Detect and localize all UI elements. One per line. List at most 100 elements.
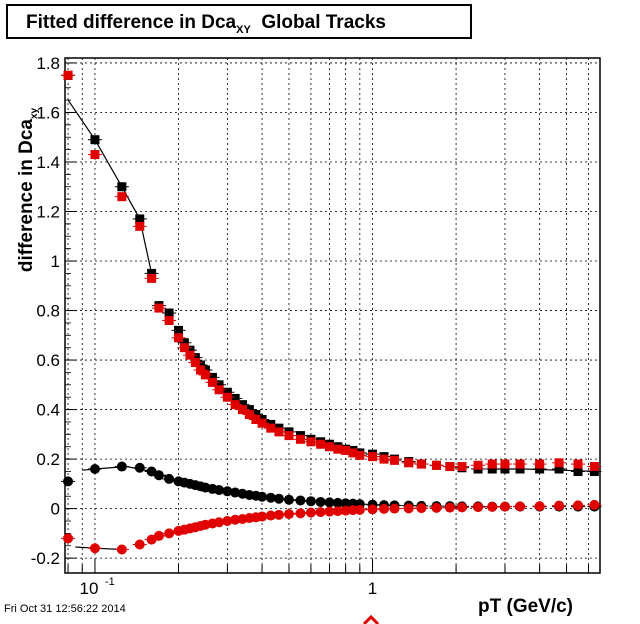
footer-date: Fri Oct 31 12:56:22 2014 [4,603,126,615]
data-point [284,431,294,441]
y-tick-label: 0 [51,500,60,519]
data-point [244,410,254,420]
data-point [116,461,127,472]
data-point [257,418,267,428]
data-point [135,214,145,224]
data-point [179,338,189,348]
data-point [306,437,316,447]
data-point [487,459,497,469]
data-point [316,439,326,449]
y-axis-label-subscript: xy [28,107,40,120]
data-point [324,497,335,508]
data-point [389,455,399,465]
data-point [174,325,184,335]
data-point [456,502,467,513]
data-point [257,511,268,522]
data-point [134,462,145,473]
data-point [214,485,225,496]
data-point [431,460,441,470]
data-point [222,392,232,402]
data-point [305,496,316,507]
data-point [355,450,365,460]
x-axis-label: pT (GeV/c) [478,596,574,617]
data-point [89,464,100,475]
data-point [554,458,564,468]
y-tick-label: 0.6 [36,351,60,370]
data-point [340,498,351,509]
data-point [534,501,545,512]
data-point [500,459,510,469]
data-point [117,182,127,192]
data-point [230,400,240,410]
y-tick-label: 1.4 [36,153,60,172]
data-point [354,504,365,515]
data-point [589,466,599,476]
x-tick-label: 1 [368,579,377,598]
data-point [368,452,378,462]
data-point [174,333,184,343]
data-point [315,507,326,518]
data-point [257,491,268,502]
data-point [190,353,200,363]
data-point [230,514,241,525]
data-point [404,458,414,468]
data-point [295,495,306,506]
data-point [379,454,389,464]
data-point [515,464,525,474]
series-1 [61,70,602,472]
data-point [222,516,233,527]
data-point [348,448,358,458]
data-point [164,528,175,539]
data-point [207,377,217,387]
data-point [573,500,584,511]
data-point [416,503,427,514]
data-point [444,502,455,513]
data-point [179,343,189,353]
data-point [237,405,247,415]
data-point [305,507,316,518]
data-point [457,462,467,472]
data-point [164,473,175,484]
data-point [135,221,145,231]
data-point [147,268,157,278]
data-point [273,493,284,504]
data-point [295,508,306,519]
data-point [554,464,564,474]
data-point [134,539,145,550]
data-point [63,70,73,80]
data-point [325,442,335,452]
data-point [324,506,335,517]
data-point [315,496,326,507]
y-tick-label: 1 [51,252,60,271]
data-point [473,502,484,513]
y-tick-label: -0.2 [31,549,60,568]
data-point [154,303,164,313]
data-point [265,492,276,503]
data-points [61,70,602,555]
data-point [535,459,545,469]
data-point [185,350,195,360]
data-point [195,360,205,370]
data-point [185,345,195,355]
data-point [274,427,284,437]
data-point [473,460,483,470]
data-point [63,476,74,487]
y-axis: -0.2 0 0.2 0.4 0.6 0.8 1 1.2 1.4 1.6 1.8 [31,54,77,568]
data-point [333,444,343,454]
data-point [273,509,284,520]
chart-title-box: Fitted difference in DcaXY Global Tracks [6,4,472,39]
data-point [367,504,378,515]
data-point [266,423,276,433]
data-point [295,434,305,444]
data-point [515,459,525,469]
chart-title: Fitted difference in DcaXY Global Tracks [26,12,386,36]
data-point [164,308,174,318]
data-point [153,470,164,481]
data-point [214,380,224,390]
data-point [90,135,100,145]
y-tick-label: 1.6 [36,103,60,122]
data-point [332,506,343,517]
data-point [416,459,426,469]
y-tick-label: 0.8 [36,302,60,321]
